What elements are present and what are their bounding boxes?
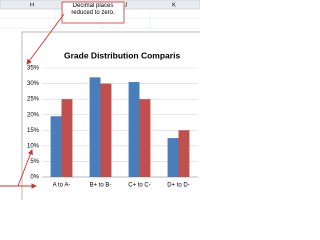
bar — [89, 77, 101, 177]
column-header: H — [30, 2, 34, 8]
callout-wrap: Decimal places reduced to zero. — [71, 3, 115, 16]
bar — [50, 116, 62, 177]
x-tick-label: A to A- — [53, 183, 71, 189]
chart-title: Grade Distribution Comparis — [64, 50, 180, 60]
bar — [139, 99, 151, 177]
y-tick-label: 30% — [27, 81, 40, 87]
bar — [128, 82, 140, 177]
column-header: K — [172, 2, 176, 8]
y-tick-label: 25% — [27, 97, 40, 103]
callout-arrow — [26, 13, 65, 65]
column-header: J — [125, 2, 128, 8]
callout-text: Decimal places reduced to zero. — [71, 3, 115, 16]
callout-box — [61, 1, 125, 24]
y-tick-label: 15% — [27, 128, 40, 134]
bar — [167, 138, 179, 177]
x-tick-label: C+ to C- — [128, 183, 151, 189]
pointer-arrow — [17, 149, 33, 187]
y-tick-label: 20% — [27, 112, 40, 118]
y-tick-label: 5% — [30, 159, 39, 165]
y-tick-label: 35% — [27, 66, 40, 72]
y-tick-label: 0% — [30, 175, 39, 181]
bar — [61, 99, 73, 177]
bar — [100, 83, 112, 177]
y-tick-label: 10% — [27, 143, 40, 149]
screenshot: HIJK Decimal places reduced to zero. Gra… — [0, 0, 200, 200]
x-tick-label: D+ to D- — [167, 183, 190, 189]
bar — [178, 130, 190, 177]
x-tick-label: B+ to B- — [90, 183, 112, 189]
